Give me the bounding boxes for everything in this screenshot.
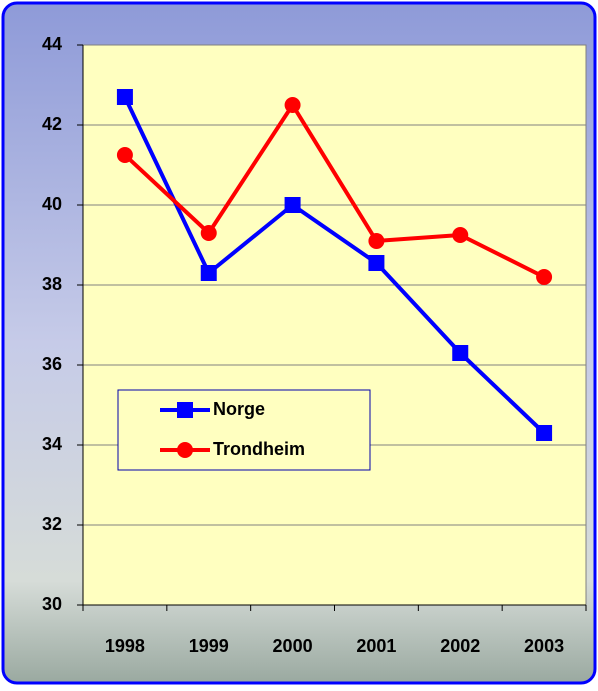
series-line <box>123 96 546 435</box>
y-tick-label: 34 <box>42 434 62 454</box>
marker <box>200 265 217 281</box>
marker <box>284 97 301 113</box>
y-tick-label: 44 <box>42 34 62 54</box>
marker <box>536 269 553 285</box>
x-tick-label: 1999 <box>189 636 229 656</box>
legend-label: Trondheim <box>213 439 305 459</box>
x-tick-label: 2002 <box>440 636 480 656</box>
x-tick-label: 2000 <box>273 636 313 656</box>
marker <box>368 233 385 249</box>
legend-box <box>117 389 371 471</box>
marker <box>116 147 133 163</box>
y-tick-label: 42 <box>42 114 62 134</box>
y-tick-label: 38 <box>42 274 62 294</box>
series-line <box>123 103 545 279</box>
marker <box>200 225 217 241</box>
marker <box>452 227 469 243</box>
x-tick-label: 1998 <box>105 636 145 656</box>
marker <box>177 442 193 458</box>
y-tick-label: 32 <box>42 514 62 534</box>
marker <box>116 89 133 105</box>
y-tick-label: 36 <box>42 354 62 374</box>
plot-area <box>82 44 587 606</box>
marker <box>368 255 385 271</box>
y-tick-label: 30 <box>42 594 62 614</box>
x-tick-label: 2003 <box>524 636 564 656</box>
x-tick-label: 2001 <box>356 636 396 656</box>
marker <box>536 425 553 441</box>
marker <box>177 402 193 418</box>
marker <box>452 345 469 361</box>
marker <box>284 197 301 213</box>
legend-label: Norge <box>213 399 265 419</box>
y-tick-label: 40 <box>42 194 62 214</box>
